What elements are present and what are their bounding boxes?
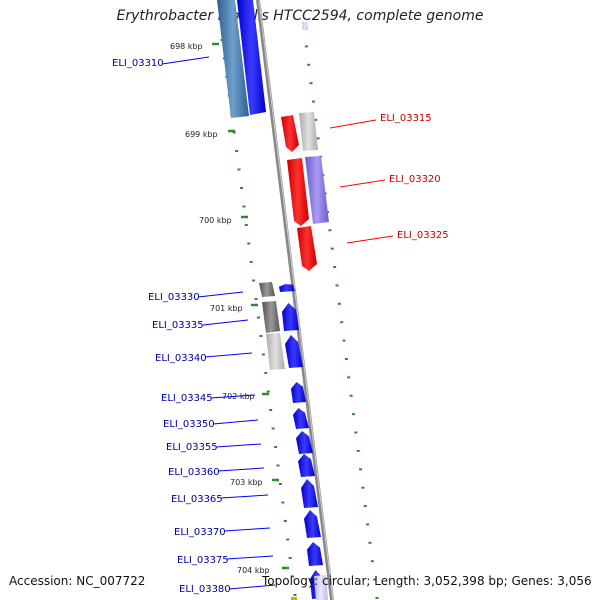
gene-label-connector	[215, 443, 262, 448]
gene-label-forward[interactable]: ELI_03340	[155, 353, 207, 364]
topology-text: Topology: circular; Length: 3,052,398 bp…	[262, 574, 592, 588]
kbp-tick-label: 699 kbp	[185, 130, 218, 139]
gene-gray-b[interactable]	[262, 301, 280, 333]
gene-label-connector	[346, 235, 394, 244]
gene-block-steel[interactable]	[217, 0, 249, 118]
gene-label-reverse[interactable]: ELI_03320	[389, 174, 441, 185]
gene-label-forward[interactable]: ELI_03370	[174, 527, 226, 538]
genome-backbone	[256, 0, 334, 600]
map-title: Erythrobacter litoralis HTCC2594, comple…	[116, 8, 484, 24]
gene-light-b[interactable]	[266, 333, 285, 370]
gene-label-forward[interactable]: ELI_03345	[161, 393, 213, 404]
gene-ELI-03350[interactable]	[293, 408, 309, 429]
kbp-tick-label: 698 kbp	[170, 42, 203, 51]
gene-label-forward[interactable]: ELI_03310	[112, 58, 164, 69]
gene-ELI-03335[interactable]	[282, 303, 299, 331]
gene-label-connector	[228, 584, 276, 590]
gene-ELI-03330[interactable]	[279, 284, 295, 292]
gene-ELI-03365[interactable]	[301, 479, 318, 508]
gene-yellow-mark[interactable]	[291, 597, 297, 600]
gene-label-forward[interactable]: ELI_03330	[148, 292, 200, 303]
kbp-tick-label: 700 kbp	[199, 216, 232, 225]
gene-block-pale-top[interactable]	[302, 22, 308, 30]
gene-label-forward[interactable]: ELI_03365	[171, 494, 223, 505]
gene-label-forward[interactable]: ELI_03375	[177, 555, 229, 566]
gene-ELI-03370[interactable]	[304, 510, 321, 538]
gene-label-connector	[202, 319, 249, 326]
accession-text: Accession: NC_007722	[9, 574, 146, 588]
gene-purple[interactable]	[305, 156, 329, 224]
gene-label-forward[interactable]: ELI_03350	[163, 419, 215, 430]
gene-label-connector	[197, 291, 244, 298]
gene-label-forward[interactable]: ELI_03355	[166, 442, 218, 453]
gene-label-connector	[223, 527, 271, 532]
gene-ELI-03320[interactable]	[287, 158, 309, 226]
gene-ELI-03360[interactable]	[298, 454, 315, 477]
gene-ELI-03315[interactable]	[281, 115, 299, 152]
gene-label-connector	[204, 352, 253, 358]
gene-ELI-03375[interactable]	[307, 542, 323, 566]
gene-label-connector	[161, 56, 210, 65]
gene-ELI-03340[interactable]	[285, 335, 303, 368]
gene-label-forward[interactable]: ELI_03380	[179, 584, 231, 595]
gene-label-connector	[220, 494, 269, 499]
gene-light-a[interactable]	[299, 112, 318, 151]
gene-label-connector	[212, 419, 259, 425]
kbp-tick-label: 701 kbp	[210, 304, 243, 313]
gene-ELI-03355[interactable]	[296, 431, 313, 454]
gene-block-blue-top[interactable]	[237, 0, 266, 115]
gene-label-connector	[210, 394, 256, 399]
kbp-tick-label: 704 kbp	[237, 566, 270, 575]
gene-label-connector	[339, 179, 386, 188]
gene-ELI-03345[interactable]	[291, 382, 306, 403]
gene-label-reverse[interactable]: ELI_03325	[397, 230, 449, 241]
genome-backbone-highlight	[258, 0, 334, 600]
gene-label-connector	[329, 119, 377, 129]
gene-label-forward[interactable]: ELI_03335	[152, 320, 204, 331]
gene-label-reverse[interactable]: ELI_03315	[380, 113, 432, 124]
gene-ELI-03325[interactable]	[297, 226, 317, 271]
gene-gray-a[interactable]	[259, 282, 275, 297]
gene-label-connector	[217, 467, 265, 472]
gene-label-connector	[226, 555, 274, 560]
kbp-tick-label: 703 kbp	[230, 478, 263, 487]
gene-label-forward[interactable]: ELI_03360	[168, 467, 220, 478]
gene-pale-bottom[interactable]	[314, 575, 328, 600]
